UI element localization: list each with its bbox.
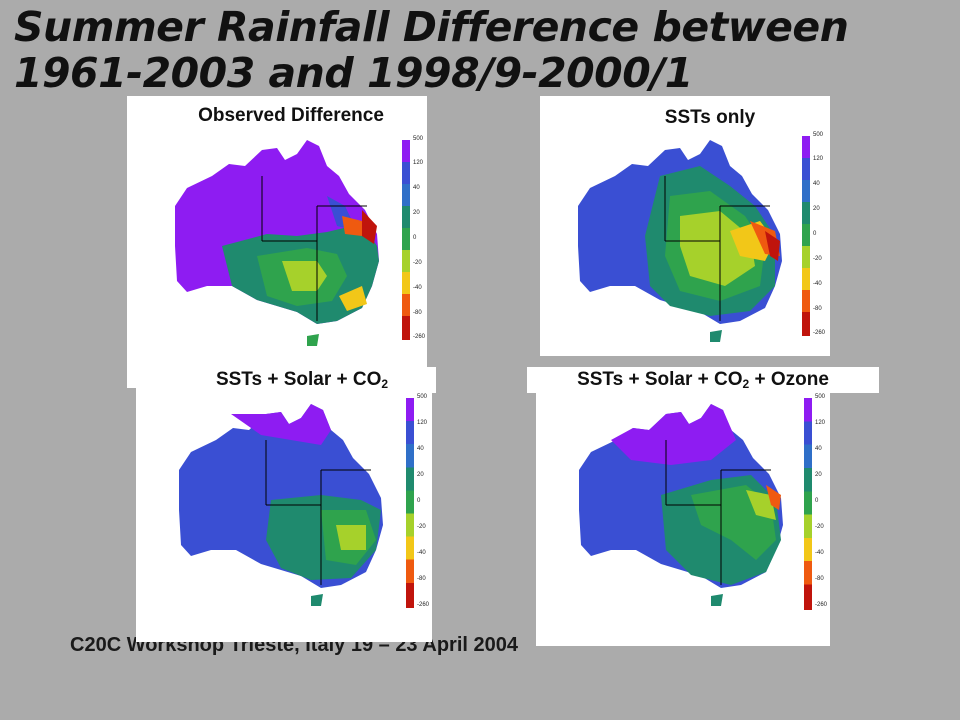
panel-label-ssts-solar-co2-ozone: SSTs + Solar + CO2 + Ozone — [527, 367, 879, 393]
panel-label-subscript: 2 — [742, 377, 750, 391]
map-australia-observed — [175, 140, 379, 346]
colorbar-ssts-only — [802, 136, 810, 336]
map-australia-ssts-solar-co2-ozone — [579, 404, 783, 606]
panel-label-text: SSTs + Solar + CO — [215, 369, 382, 390]
panel-label-tail: + Ozone — [749, 369, 829, 390]
colorbar-observed — [402, 140, 410, 340]
colorbar-ssts-solar-co2-ozone — [804, 398, 812, 610]
panel-label-ssts-solar-co2: SSTs + Solar + CO2 — [168, 367, 436, 393]
panel-label-subscript: 2 — [381, 377, 389, 391]
map-australia-ssts-solar-co2 — [179, 404, 383, 606]
panel-ssts-solar-co2: 500 120 40 20 0 -20 -40 -80 -260 — [136, 388, 432, 642]
panel-ssts-only: 500 120 40 20 0 -20 -40 -80 -260 — [540, 96, 830, 356]
panel-label-text: SSTs + Solar + CO — [577, 369, 743, 390]
panel-observed-difference: 500 120 40 20 0 -20 -40 -80 -260 — [127, 96, 427, 388]
panel-label-ssts-only: SSTs only — [590, 105, 830, 131]
colorbar-ssts-solar-co2 — [406, 398, 414, 608]
panel-ssts-solar-co2-ozone: 500 120 40 20 0 -20 -40 -80 -260 — [536, 388, 830, 646]
map-australia-ssts-only — [578, 140, 782, 342]
panel-label-observed: Observed Difference — [172, 103, 410, 129]
slide-title: Summer Rainfall Difference between 1961-… — [14, 3, 849, 97]
